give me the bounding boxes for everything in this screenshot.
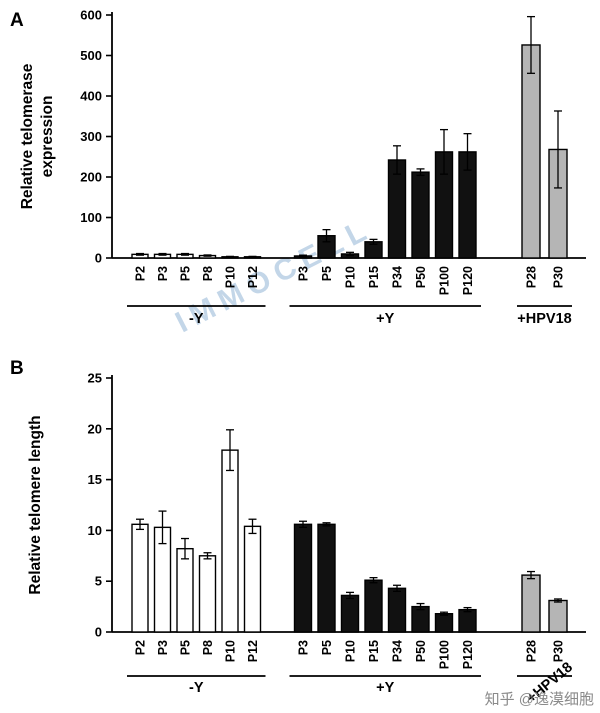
panel-b-chart: B Relative telomere length 0 5 10 15 20 25 P2 P3 P…: [10, 358, 586, 707]
bar: [317, 523, 336, 633]
x-tick-label: P100: [438, 266, 452, 295]
group-label: -Y: [189, 311, 204, 327]
group-label: -Y: [189, 680, 204, 696]
x-tick-label: P3: [297, 640, 311, 655]
x-tick-label: P8: [201, 640, 215, 655]
x-tick-label: P30: [552, 640, 566, 662]
bar: [521, 574, 541, 633]
bar: [387, 587, 407, 633]
bar: [221, 449, 239, 633]
y-tick-label: 200: [80, 170, 102, 185]
x-tick-label: P2: [134, 640, 148, 655]
x-tick-label: P2: [134, 266, 148, 281]
bar: [364, 579, 383, 633]
bar: [411, 605, 430, 633]
x-tick-label: P10: [344, 266, 358, 288]
credit-text: 知乎 @逸漠细胞: [484, 691, 594, 708]
bar: [434, 613, 454, 633]
y-tick-label: 25: [88, 371, 102, 386]
x-tick-label: P50: [414, 266, 428, 288]
x-tick-label: P10: [224, 640, 238, 662]
panel-letter: B: [10, 358, 24, 379]
x-tick-label: P34: [391, 266, 405, 288]
y-tick-label: 600: [80, 8, 102, 23]
y-tick-label: 400: [80, 89, 102, 104]
panel-a-chart: A Relative telomerase expression 0 100 200 300…: [10, 8, 586, 327]
x-tick-label: P50: [414, 640, 428, 662]
x-tick-label: P15: [367, 640, 381, 662]
x-tick-label: P120: [461, 640, 475, 669]
x-tick-label: P5: [320, 640, 334, 655]
group-label: +Y: [376, 680, 394, 696]
x-tick-label: P3: [156, 266, 170, 281]
y-tick-label: 0: [95, 251, 102, 266]
bar: [548, 599, 568, 633]
x-tick-label: P30: [552, 266, 566, 288]
x-tick-label: P5: [320, 266, 334, 281]
x-tick-label: P28: [525, 266, 539, 288]
x-tick-label: P5: [179, 266, 193, 281]
x-tick-label: P10: [344, 640, 358, 662]
y-axis-label: Relative telomerase: [19, 63, 36, 209]
y-axis-label: Relative telomere length: [27, 415, 44, 594]
x-tick-label: P5: [179, 640, 193, 655]
panel-letter: A: [10, 10, 24, 31]
x-tick-label: P34: [391, 640, 405, 662]
bar: [293, 523, 313, 633]
bar: [243, 525, 262, 633]
bar: [411, 171, 430, 259]
y-tick-label: 15: [88, 472, 102, 487]
x-tick-label: P12: [246, 266, 260, 288]
y-axis-label: expression: [39, 96, 56, 178]
y-tick-label: 5: [95, 574, 102, 589]
bar: [521, 44, 541, 259]
bar: [340, 594, 360, 633]
x-tick-label: P15: [367, 266, 381, 288]
x-tick-label: P3: [156, 640, 170, 655]
bar: [131, 523, 149, 633]
bar: [458, 608, 477, 633]
x-tick-label: P100: [438, 640, 452, 669]
y-tick-label: 0: [95, 625, 102, 640]
x-tick-label: P28: [525, 640, 539, 662]
y-tick-label: 100: [80, 210, 102, 225]
bar: [176, 547, 194, 633]
x-tick-label: P12: [246, 640, 260, 662]
x-tick-label: P3: [297, 266, 311, 281]
x-tick-label: P8: [201, 266, 215, 281]
y-tick-label: 500: [80, 48, 102, 63]
x-tick-label: P120: [461, 266, 475, 295]
bar: [198, 555, 217, 633]
y-tick-label: 300: [80, 129, 102, 144]
x-tick-label: P10: [224, 266, 238, 288]
group-label: +HPV18: [517, 311, 571, 327]
y-tick-label: 10: [88, 523, 102, 538]
y-tick-label: 20: [88, 421, 102, 436]
group-label: +Y: [376, 311, 394, 327]
